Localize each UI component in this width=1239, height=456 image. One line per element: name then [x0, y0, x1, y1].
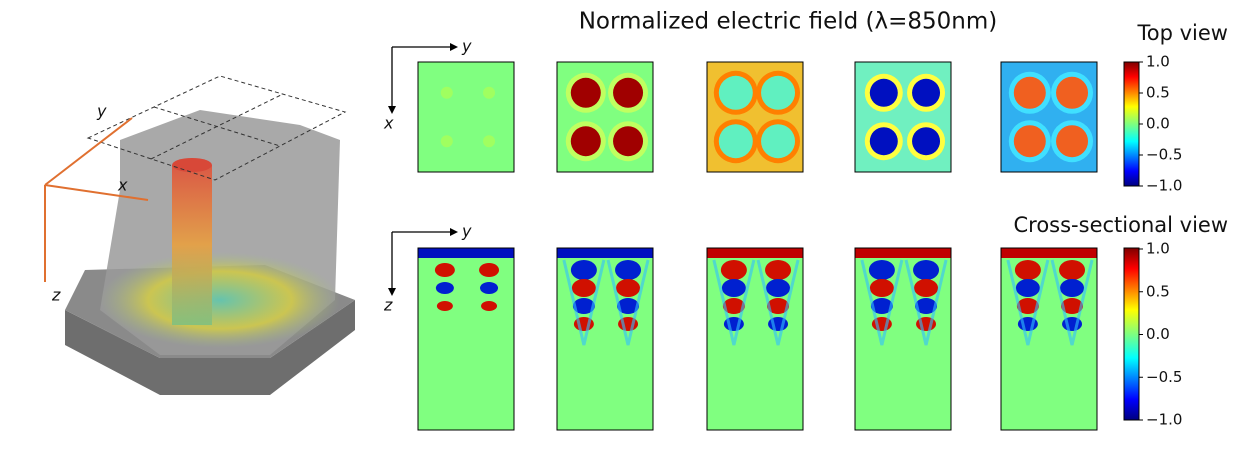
field-lobe	[1016, 279, 1040, 297]
field-lobe	[765, 260, 791, 280]
field-lobe	[572, 279, 596, 297]
field-lobe	[870, 279, 894, 297]
unit-cell-diagram: y x z	[45, 76, 355, 395]
field-lobe	[1059, 260, 1085, 280]
field-lobe	[437, 301, 453, 311]
field-lobe	[480, 282, 498, 294]
field-column	[172, 165, 212, 325]
field-lobe	[616, 279, 640, 297]
axis-label: y	[461, 222, 472, 241]
field-lobe	[913, 260, 939, 280]
column-top	[172, 158, 212, 172]
axis-label: y	[96, 102, 107, 121]
colorbar-tick-label: 0.0	[1146, 115, 1170, 133]
field-spot	[1056, 125, 1088, 157]
field-spot	[912, 127, 940, 155]
cross-section-map	[557, 248, 653, 430]
figure-title: Normalized electric field (λ=850nm)	[579, 9, 998, 35]
map-background	[418, 62, 514, 172]
row-label: Cross-sectional view	[1013, 213, 1228, 237]
top-view-map	[707, 62, 803, 172]
field-lobe	[615, 260, 641, 280]
colorbar-tick-label: −1.0	[1146, 411, 1182, 429]
field-spot	[571, 78, 601, 108]
colorbar-tick-label: −0.5	[1146, 146, 1182, 164]
field-lobe	[481, 301, 497, 311]
field-spot	[571, 126, 601, 156]
colorbar-tick-label: 0.0	[1146, 325, 1170, 343]
cross-section-map	[855, 248, 951, 430]
field-lobe	[479, 263, 499, 277]
field-lobe	[914, 279, 938, 297]
field-lobe	[721, 260, 747, 280]
top-view-map	[1001, 62, 1097, 172]
axis-label: x	[383, 114, 394, 133]
axis-label: z	[51, 286, 61, 305]
row-label: Top view	[1137, 21, 1228, 45]
field-spot	[613, 126, 643, 156]
field-spot	[483, 87, 495, 99]
field-spot	[441, 87, 453, 99]
field-lobe	[435, 263, 455, 277]
field-spot	[441, 135, 453, 147]
colorbar-tick-label: 0.5	[1146, 84, 1170, 102]
field-spot	[761, 76, 795, 110]
field-spot	[761, 124, 795, 158]
surface-band	[557, 248, 653, 258]
field-lobe	[722, 279, 746, 297]
field-lobe	[1015, 260, 1041, 280]
colorbar	[1124, 248, 1139, 420]
top-view-map	[557, 62, 653, 172]
field-lobe	[766, 279, 790, 297]
figure: y x z Normalized electric field (λ=850nm…	[0, 0, 1239, 456]
colorbar-tick-label: −0.5	[1146, 368, 1182, 386]
field-spot	[719, 124, 753, 158]
colorbar-tick-label: 1.0	[1146, 53, 1170, 71]
map-background	[418, 248, 514, 430]
field-ring	[100, 252, 340, 348]
field-spot	[483, 135, 495, 147]
field-lobe	[436, 282, 454, 294]
field-lobe	[1060, 279, 1084, 297]
field-spot	[912, 79, 940, 107]
field-spot	[1014, 77, 1046, 109]
axis-label: x	[117, 176, 128, 195]
axis-label: z	[383, 296, 393, 315]
field-lobe	[869, 260, 895, 280]
colorbar-tick-label: −1.0	[1146, 177, 1182, 195]
field-spot	[719, 76, 753, 110]
top-view-map	[855, 62, 951, 172]
field-spot	[870, 79, 898, 107]
colorbar-tick-label: 1.0	[1146, 240, 1170, 258]
colorbar	[1124, 62, 1139, 186]
surface-band	[418, 248, 514, 258]
surface-band	[707, 248, 803, 258]
field-spot	[870, 127, 898, 155]
cross-section-map	[1001, 248, 1097, 430]
top-view-map	[418, 62, 514, 172]
colorbar-tick-label: 0.5	[1146, 282, 1170, 300]
field-spot	[613, 78, 643, 108]
axis-label: y	[461, 37, 472, 56]
field-spot	[1056, 77, 1088, 109]
field-spot	[1014, 125, 1046, 157]
field-lobe	[571, 260, 597, 280]
cross-section-map	[707, 248, 803, 430]
surface-band	[1001, 248, 1097, 258]
surface-band	[855, 248, 951, 258]
cross-section-map	[418, 248, 514, 430]
